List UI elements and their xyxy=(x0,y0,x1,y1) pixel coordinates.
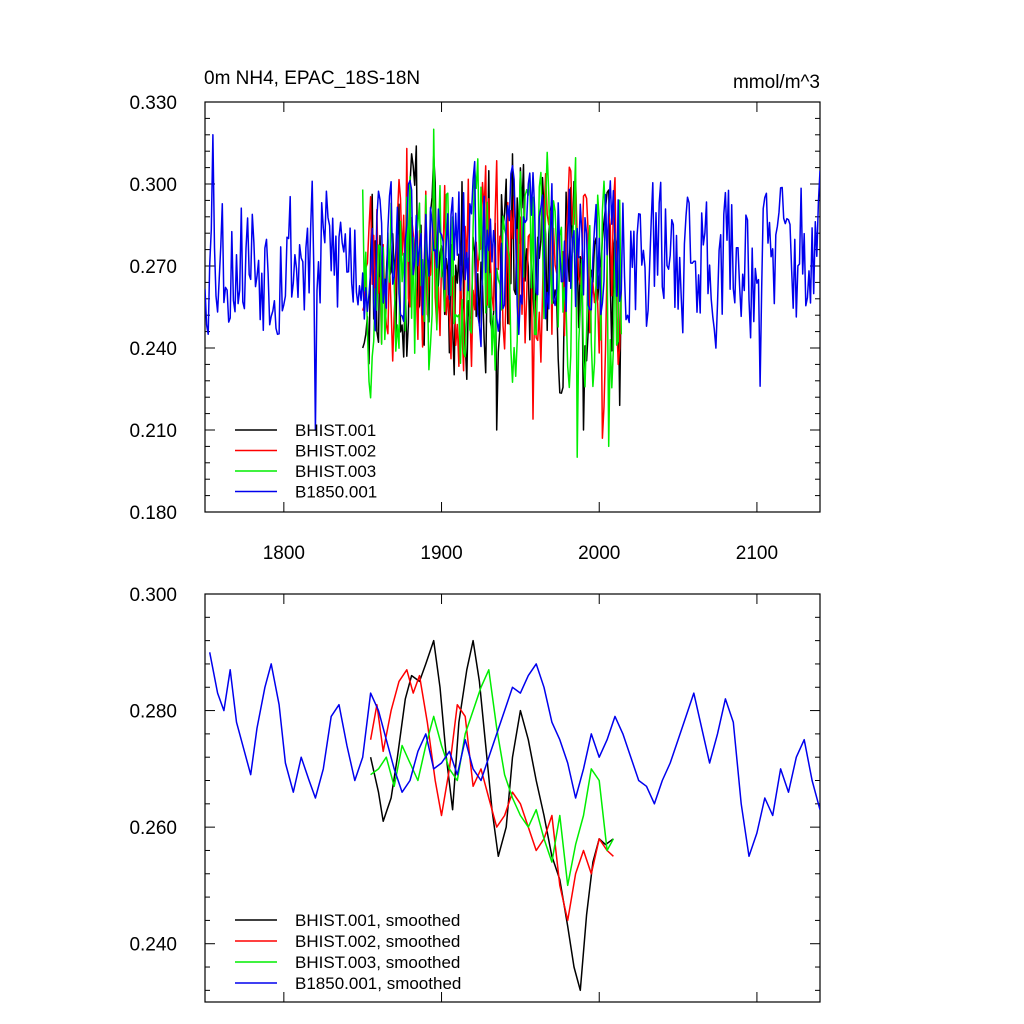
top-panel: 0.180 0.210 0.240 0.270 0.300 0.330 1800 1900 20… xyxy=(129,93,821,564)
y-tick-label: 0.330 xyxy=(129,93,177,114)
plot-frame xyxy=(204,593,821,1003)
units-label: mmol/m^3 xyxy=(733,72,820,93)
series-line-bhist-001-smoothed xyxy=(369,639,614,992)
series-line-bhist-002-smoothed xyxy=(369,669,614,922)
legend-label: BHIST.001, smoothed xyxy=(295,911,460,930)
y-tick-label: 0.240 xyxy=(129,339,177,360)
legend-label: BHIST.003 xyxy=(295,462,376,481)
x-tick-label: 1800 xyxy=(263,543,305,564)
y-tick-label: 0.240 xyxy=(129,935,177,956)
legend-label: BHIST.001 xyxy=(295,421,376,440)
y-tick-label: 0.280 xyxy=(129,702,177,723)
x-tick-label: 2100 xyxy=(736,543,778,564)
series-line-bhist-003-smoothed xyxy=(370,669,615,887)
legend-label: BHIST.003, smoothed xyxy=(295,953,460,972)
x-tick-label: 2000 xyxy=(578,543,620,564)
series-line-bhist-003 xyxy=(361,128,623,459)
plot-frame xyxy=(204,101,821,513)
y-tick-label: 0.300 xyxy=(129,585,177,606)
bottom-panel: 0.240 0.260 0.280 0.300 BHIST.001, smoothed B… xyxy=(129,585,821,1003)
chart-title: 0m NH4, EPAC_18S-18N xyxy=(204,68,420,89)
legend-label: B1850.001, smoothed xyxy=(295,974,461,993)
legend-label: BHIST.002, smoothed xyxy=(295,932,460,951)
legend-label: BHIST.002 xyxy=(295,442,376,461)
series-line-b1850-001 xyxy=(205,134,820,431)
y-tick-label: 0.210 xyxy=(129,421,177,442)
series-line-b1850-001-smoothed xyxy=(208,652,820,858)
legend-label: B1850.001 xyxy=(295,483,377,502)
y-tick-label: 0.260 xyxy=(129,818,177,839)
x-tick-label: 1900 xyxy=(420,543,462,564)
y-tick-label: 0.180 xyxy=(129,503,177,524)
y-tick-label: 0.300 xyxy=(129,175,177,196)
y-tick-label: 0.270 xyxy=(129,257,177,278)
